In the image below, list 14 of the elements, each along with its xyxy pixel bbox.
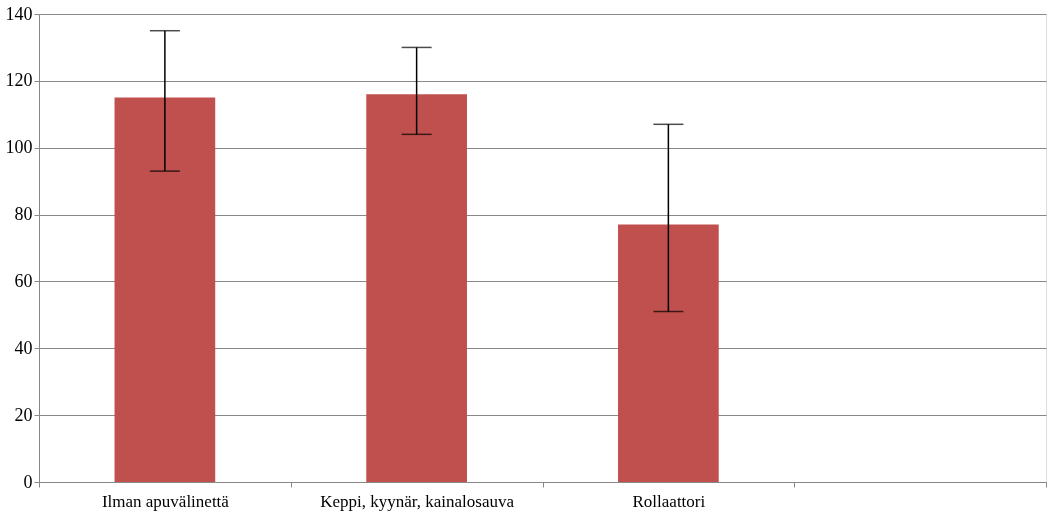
y-tick-label: 100 [5, 137, 33, 158]
bar [618, 224, 719, 482]
bar [366, 94, 467, 482]
y-tick-label: 0 [23, 471, 33, 492]
y-tick-label: 20 [14, 404, 33, 425]
y-tick-label: 40 [14, 337, 33, 358]
y-tick-label: 60 [14, 270, 33, 291]
x-tick-label: Ilman apuvälinettä [101, 491, 230, 511]
y-tick-label: 140 [5, 3, 33, 24]
x-tick-label: Rollaattori [632, 491, 706, 511]
x-tick-label: Keppi, kyynär, kainalosauva [320, 491, 515, 511]
bar [114, 97, 216, 482]
y-tick-label: 80 [14, 204, 33, 225]
y-tick-label: 120 [5, 70, 33, 91]
